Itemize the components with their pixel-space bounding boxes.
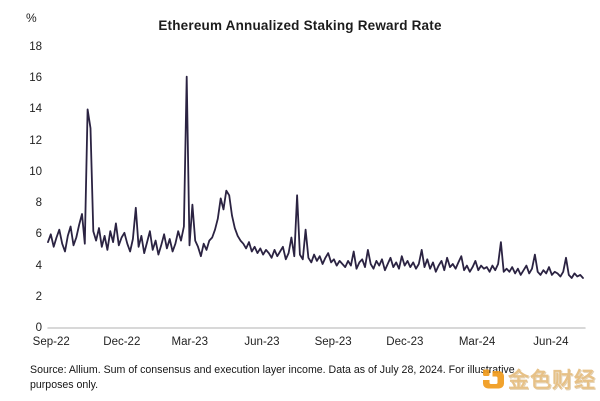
y-tick-label: 8 (35, 197, 42, 210)
y-tick-label: 2 (35, 290, 42, 303)
x-tick-label: Jun-23 (244, 336, 280, 348)
y-tick-label: 6 (35, 228, 42, 241)
y-tick-label: 18 (29, 41, 42, 53)
y-tick-label: 4 (35, 259, 42, 272)
x-tick-label: Sep-22 (32, 336, 70, 348)
x-tick-label: Mar-24 (458, 336, 496, 348)
y-tick-label: 10 (29, 165, 42, 178)
y-tick-label: 14 (29, 103, 42, 116)
source-note: Source: Allium. Sum of consensus and exe… (30, 363, 570, 393)
jinse-finance-logo-icon (483, 369, 504, 389)
x-tick-label: Mar-23 (171, 336, 208, 348)
reward-rate-line (47, 75, 584, 279)
x-tick-label: Dec-23 (386, 336, 424, 348)
chart-title: Ethereum Annualized Staking Reward Rate (158, 18, 442, 33)
watermark-text: 金色财经 (508, 368, 596, 392)
y-tick-label: 0 (35, 322, 42, 334)
y-tick-label: 16 (29, 72, 42, 85)
watermark: 金色财经 (482, 364, 596, 394)
y-tick-label: 12 (29, 134, 42, 147)
x-tick-label: Dec-22 (103, 336, 141, 348)
x-tick-label: Sep-23 (314, 336, 352, 348)
source-note-line1: Source: Allium. Sum of consensus and exe… (30, 364, 515, 376)
x-tick-label: Jun-24 (533, 336, 569, 348)
source-note-line2: purposes only. (30, 379, 99, 391)
y-axis-unit-label: % (26, 11, 37, 25)
